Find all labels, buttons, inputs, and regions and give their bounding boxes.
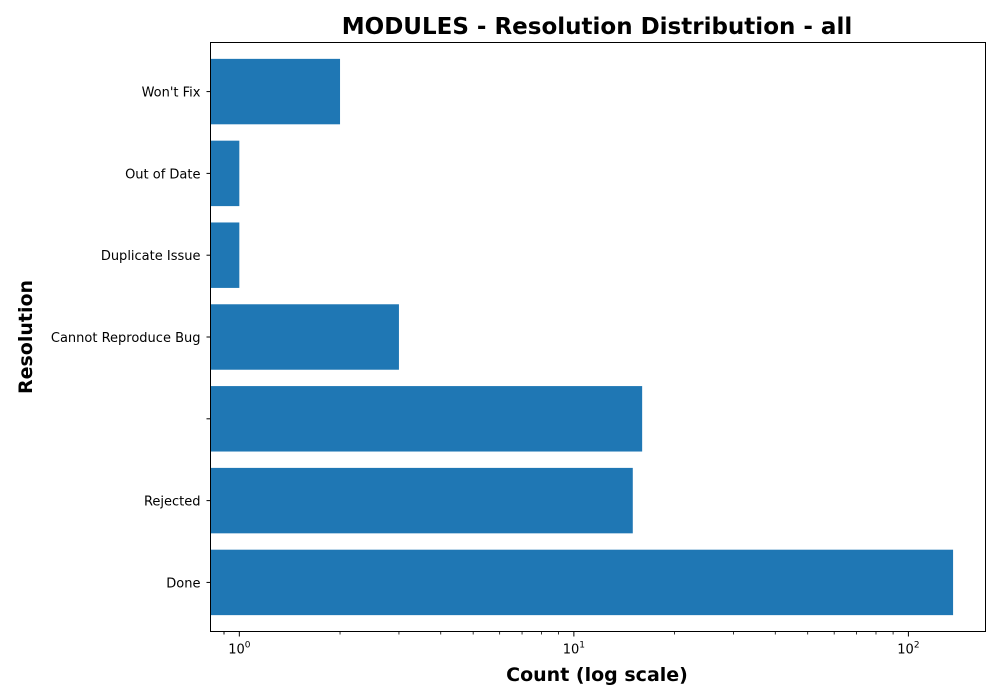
x-tick-label: 100 — [228, 641, 251, 658]
y-tick-label: Duplicate Issue — [101, 249, 201, 264]
x-tick-label: 102 — [897, 641, 919, 658]
chart-title: MODULES - Resolution Distribution - all — [342, 14, 852, 40]
y-tick-label: Rejected — [144, 495, 201, 510]
bar-done — [210, 549, 954, 616]
bar-won-t-fix — [210, 58, 341, 125]
y-tick-label: Won't Fix — [142, 86, 201, 101]
bar-unnamed — [210, 386, 643, 452]
y-tick-label: Out of Date — [125, 167, 200, 182]
y-axis-label: Resolution — [15, 280, 37, 394]
x-tick-label: 101 — [563, 641, 585, 658]
plot-frame — [210, 42, 986, 632]
bar-duplicate-issue — [210, 222, 240, 288]
bar-rejected — [210, 467, 633, 534]
bar-out-of-date — [210, 140, 240, 207]
y-tick-label: Cannot Reproduce Bug — [51, 331, 201, 346]
bar-cannot-reproduce-bug — [210, 304, 399, 370]
y-tick-label: Done — [166, 576, 200, 591]
x-axis-ticks: 100 101 102 — [223, 631, 920, 658]
y-axis-ticks: Done Rejected Cannot Reproduce Bug Duplicat… — [51, 86, 211, 591]
bars-group — [210, 58, 954, 616]
x-axis-label: Count (log scale) — [506, 664, 688, 686]
